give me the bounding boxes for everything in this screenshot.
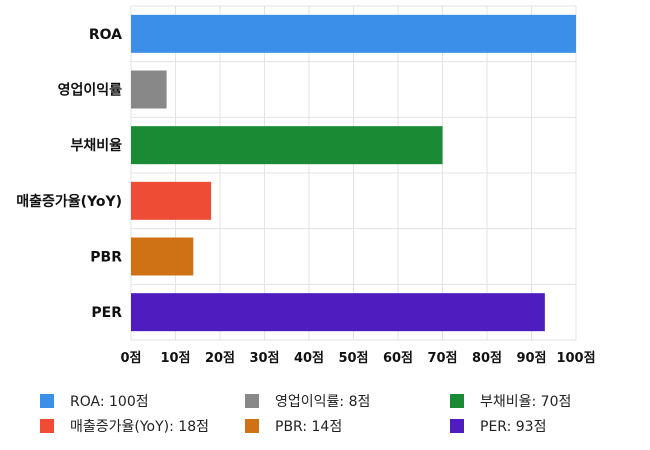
- legend-label: ROA: 100점: [70, 394, 149, 410]
- legend-label: 매출증가율(YoY): 18점: [70, 419, 209, 435]
- legend-item: PBR: 14점: [245, 416, 342, 436]
- legend-item: ROA: 100점: [40, 391, 149, 411]
- category-label: PER: [91, 305, 122, 321]
- bar: [131, 293, 545, 332]
- x-tick-label: 50점: [338, 351, 368, 366]
- legend-label: PBR: 14점: [275, 419, 343, 435]
- bar: [131, 14, 576, 53]
- category-label: 부채비율: [70, 137, 122, 154]
- x-tick-labels: 0점 10점 20점 30점 40점 50점 60점 70점 80점 90점 100점: [120, 351, 595, 366]
- legend-item: 영업이익률: 8점: [245, 391, 370, 411]
- bar: [131, 126, 443, 165]
- x-tick-label: 20점: [205, 351, 235, 366]
- x-tick-label: 40점: [294, 351, 324, 366]
- bars: [131, 14, 576, 332]
- bar: [131, 181, 212, 220]
- grid: [130, 5, 577, 341]
- legend-item: PER: 93점: [450, 416, 546, 436]
- legend-swatch: [450, 394, 464, 408]
- legend-label: 영업이익률: 8점: [275, 394, 371, 410]
- x-tick-label: 100점: [556, 351, 595, 366]
- x-tick-label: 60점: [383, 351, 413, 366]
- bar: [131, 237, 194, 276]
- category-label: 영업이익률: [58, 82, 123, 99]
- legend-swatch: [40, 419, 54, 433]
- legend-label: 부채비율: 70점: [480, 394, 572, 410]
- legend-item: 부채비율: 70점: [450, 391, 571, 411]
- category-label: ROA: [89, 27, 122, 43]
- x-tick-label: 70점: [427, 351, 457, 366]
- x-tick-label: 10점: [160, 351, 190, 366]
- legend-label: PER: 93점: [480, 419, 547, 435]
- legend-swatch: [245, 419, 259, 433]
- category-label: PBR: [90, 250, 122, 266]
- category-label: 매출증가율(YoY): [16, 193, 122, 210]
- legend-swatch: [40, 394, 54, 408]
- legend-item: 매출증가율(YoY): 18점: [40, 416, 209, 436]
- legend-swatch: [450, 419, 464, 433]
- legend-swatch: [245, 394, 259, 408]
- bar: [131, 70, 167, 109]
- x-tick-label: 30점: [249, 351, 279, 366]
- x-tick-label: 0점: [120, 351, 141, 366]
- x-tick-label: 80점: [472, 351, 502, 366]
- x-tick-label: 90점: [516, 351, 546, 366]
